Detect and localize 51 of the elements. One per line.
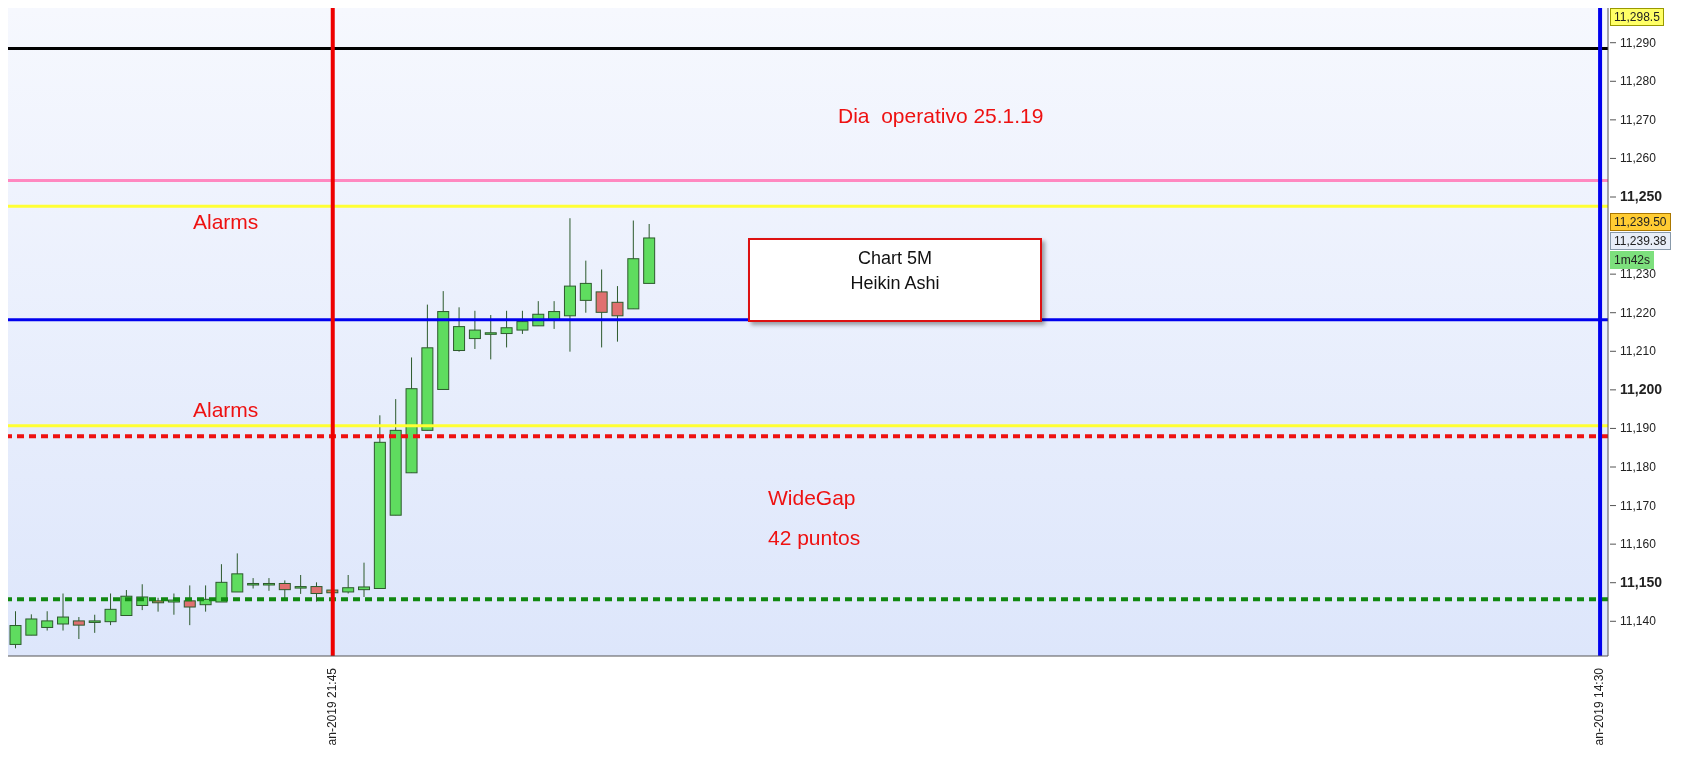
candlestick [294,574,307,595]
y-tick-label: 11,220 [1620,305,1657,320]
y-tick-label: 11,280 [1620,74,1657,89]
candlestick [9,610,22,649]
text: 11,239.50 [1610,213,1671,231]
annotation: Chart 5M Heikin Ashi [849,247,941,296]
note-box: Chart 5M Heikin Ashi [748,238,1042,323]
x-tick-label: an-2019 21:45 [324,667,339,746]
y-tick-label: 11,160 [1620,537,1657,552]
candlestick [595,269,608,348]
annotation: Dia operativo 25.1.19 [838,103,1045,129]
y-tick-label: 11,250 [1620,188,1663,204]
ref-line-label: Alarms [193,397,259,421]
candlestick [484,314,497,360]
y-tick-label: 11,290 [1620,35,1657,50]
candlestick [57,593,70,632]
candlestick [516,310,529,335]
y-tick-label: 11,150 [1620,573,1663,590]
y-tick-label: 11,210 [1620,344,1657,359]
y-tick-label: 11,230 [1620,267,1657,282]
annotation: WideGap 42 puntos [768,485,862,551]
y-tick-label: 11,190 [1620,421,1657,436]
candlestick [262,577,275,592]
candlestick [579,260,592,314]
y-tick-label: 11,140 [1620,614,1657,629]
candlestick [247,577,260,589]
candlestick [500,310,513,348]
candlestick [342,574,355,595]
candlestick [310,581,323,603]
candlestick [41,610,54,632]
y-tick-label: 11,200 [1620,380,1663,397]
candlestick [215,563,228,603]
candlestick [611,285,624,343]
candlestick [183,584,196,626]
x-tick-label: an-2019 14:30 [1592,667,1607,746]
candlestick [358,562,371,598]
y-tick-label: 11,170 [1620,498,1657,513]
candlestick [88,614,101,634]
candlestick [104,593,117,626]
text: 1m42s [1610,251,1655,269]
candlestick [453,306,466,353]
candlestick [468,310,481,350]
y-tick-label: 11,260 [1620,151,1657,166]
candlestick [25,613,38,636]
y-tick-label: 11,270 [1620,112,1657,127]
candlestick [72,616,85,640]
candlestick [231,552,244,593]
text: 11,239.38 [1610,232,1671,250]
text: 11,298.5 [1610,8,1664,26]
ref-line-label: Alarms [193,210,259,234]
y-tick-label: 11,180 [1620,460,1657,474]
